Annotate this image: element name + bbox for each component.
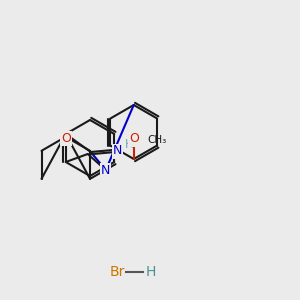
Text: O: O bbox=[61, 132, 71, 145]
Text: H: H bbox=[146, 265, 156, 279]
Text: O: O bbox=[129, 133, 139, 146]
Text: CH₃: CH₃ bbox=[148, 135, 167, 145]
Text: N: N bbox=[101, 164, 110, 176]
Text: N: N bbox=[113, 145, 122, 158]
Text: Br: Br bbox=[109, 265, 125, 279]
Text: H: H bbox=[124, 139, 133, 152]
